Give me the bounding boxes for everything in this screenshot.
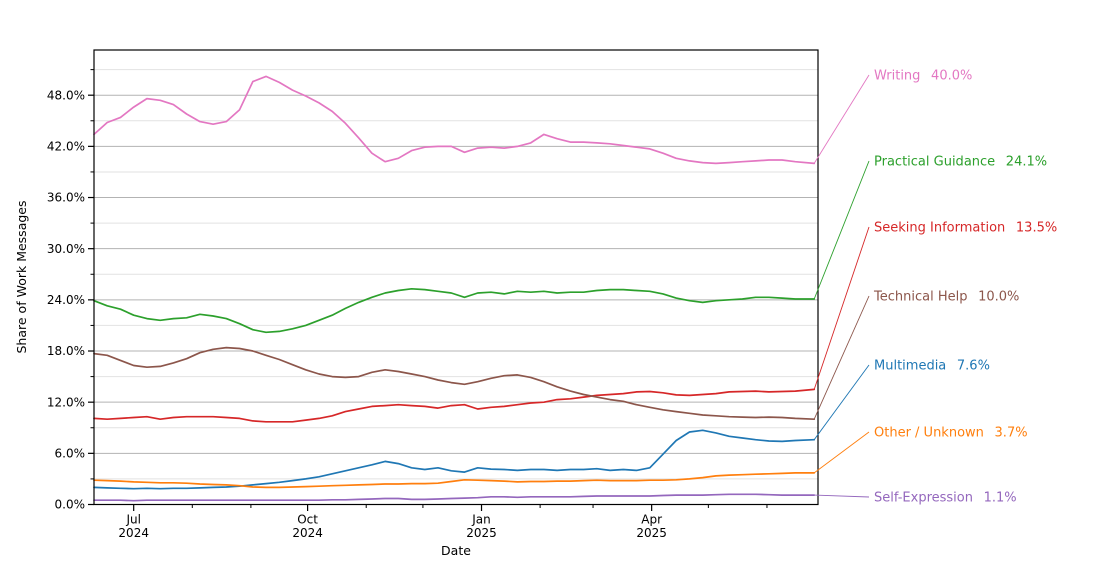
series-label-technical-help: Technical Help 10.0% xyxy=(873,290,1019,305)
gridlines-layer xyxy=(94,69,818,480)
series-line-multimedia xyxy=(93,429,816,490)
y-tick-label-36-0: 36.0% xyxy=(47,191,85,205)
series-label-self-expression: Self-Expression 1.1% xyxy=(874,491,1017,506)
x-tick-year-2024: 2024 xyxy=(292,526,323,540)
series-line-self-expression xyxy=(93,493,816,502)
x-tick-year-2025: 2025 xyxy=(466,526,497,540)
leader-line-practical-guidance xyxy=(813,160,870,300)
series-line-other-unknown xyxy=(93,472,816,489)
y-tick-label-42-0: 42.0% xyxy=(47,140,85,154)
y-tick-label-48-0: 48.0% xyxy=(47,88,85,102)
leader-line-other-unknown xyxy=(813,431,870,474)
y-tick-label-30-0: 30.0% xyxy=(47,242,85,256)
leader-line-writing xyxy=(813,74,870,164)
series-label-writing: Writing 40.0% xyxy=(874,69,972,84)
series-line-seeking-information xyxy=(93,388,816,423)
ticks-layer: 0.0% 6.0% 12.0% 18.0% 24.0% 30.0% 36.0% 42.0% 48… xyxy=(47,69,768,540)
series-label-seeking-information: Seeking Information 13.5% xyxy=(874,221,1057,236)
annotations-layer: Writing 40.0% Practical Guidance 24.1% See… xyxy=(813,69,1057,506)
y-tick-label-18-0: 18.0% xyxy=(47,344,85,358)
x-tick-label-apr-2025: Apr xyxy=(641,513,662,527)
series-line-practical-guidance xyxy=(93,287,816,334)
plot-frame xyxy=(93,49,819,506)
leader-line-technical-help xyxy=(813,295,870,420)
frame-layer xyxy=(93,49,819,506)
y-tick-label-24-0: 24.0% xyxy=(47,293,85,307)
leader-line-multimedia xyxy=(813,364,870,440)
y-tick-label-0-0: 0.0% xyxy=(55,498,86,512)
leader-line-seeking-information xyxy=(813,226,870,390)
series-line-technical-help xyxy=(93,346,816,421)
series-line-writing xyxy=(93,75,816,165)
series-label-other-unknown: Other / Unknown 3.7% xyxy=(874,426,1028,441)
x-tick-year-2025: 2025 xyxy=(636,526,667,540)
y-tick-label-6-0: 6.0% xyxy=(55,447,86,461)
leader-line-self-expression xyxy=(814,494,870,498)
series-label-practical-guidance: Practical Guidance 24.1% xyxy=(874,155,1047,170)
series-label-multimedia: Multimedia 7.6% xyxy=(874,359,990,374)
series-layer xyxy=(93,75,816,502)
x-tick-label-oct-2024: Oct xyxy=(297,513,318,527)
x-tick-label-jul-2024: Jul xyxy=(125,513,140,527)
x-tick-year-2024: 2024 xyxy=(118,526,149,540)
y-tick-label-12-0: 12.0% xyxy=(47,395,85,409)
y-axis-title: Share of Work Messages xyxy=(14,201,29,354)
x-tick-label-jan-2025: Jan xyxy=(471,513,491,527)
x-axis-title: Date xyxy=(441,543,471,558)
